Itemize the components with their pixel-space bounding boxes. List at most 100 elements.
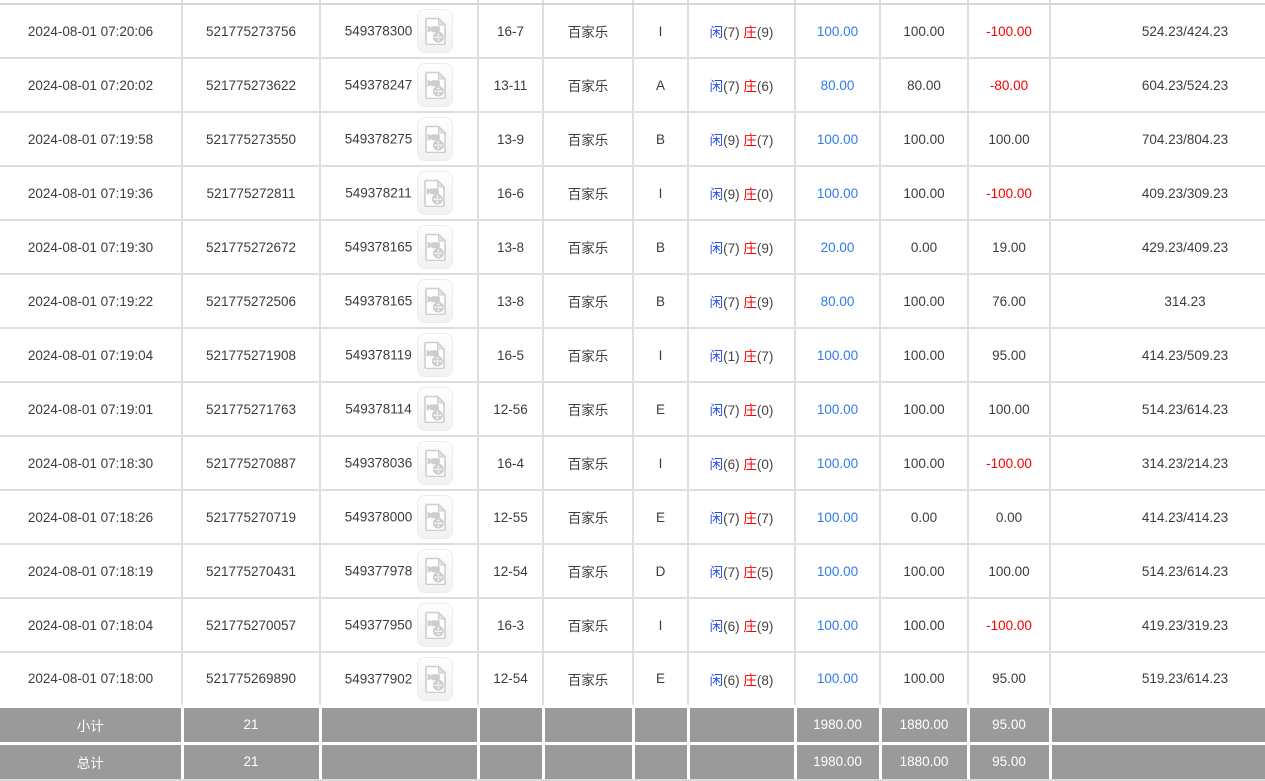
video-replay-button[interactable] — [417, 603, 454, 647]
bet-amount-link[interactable]: 100.00 — [816, 455, 859, 471]
bet-id-cell: 521775273756 — [181, 3, 321, 59]
bet-amount-link[interactable]: 100.00 — [816, 617, 859, 633]
game-id-cell: 549377902 — [319, 651, 479, 707]
bet-amount-link[interactable]: 100.00 — [816, 185, 859, 201]
bet-amount-link[interactable]: 20.00 — [820, 239, 855, 255]
time-cell: 2024-08-01 07:18:30 — [0, 435, 183, 491]
time-cell: 2024-08-01 07:18:26 — [0, 489, 183, 545]
player-result-score: (7) — [723, 25, 740, 40]
total-valid: 1880.00 — [878, 741, 970, 781]
video-replay-button[interactable] — [417, 656, 454, 701]
seat-cell: I — [632, 3, 689, 59]
result-cell: 闲(6) 庄(8) — [687, 651, 796, 707]
bet-amount-link[interactable]: 80.00 — [820, 293, 855, 309]
bet-amount-cell: 100.00 — [794, 435, 881, 491]
game-type-cell: 百家乐 — [542, 3, 634, 59]
bet-id-cell: 521775272811 — [181, 165, 321, 221]
bet-amount-link[interactable]: 80.00 — [820, 77, 855, 93]
winloss-cell: 0.00 — [967, 489, 1051, 545]
video-replay-button[interactable] — [416, 171, 453, 215]
banker-result-score: (8) — [756, 672, 774, 688]
bet-id-cell: 521775272506 — [181, 273, 321, 329]
valid-amount-cell: 100.00 — [879, 165, 969, 221]
time-cell: 2024-08-01 07:19:22 — [0, 273, 183, 329]
seat-cell: I — [632, 597, 689, 653]
video-replay-button[interactable] — [417, 63, 454, 107]
game-type-cell: 百家乐 — [542, 273, 634, 329]
bet-amount-link[interactable]: 100.00 — [816, 23, 859, 39]
game-id-cell: 549378300 — [319, 3, 479, 59]
game-id-cell: 549378165 — [319, 273, 479, 329]
table-no-cell: 16-7 — [477, 3, 544, 59]
game-id-value: 549377950 — [344, 617, 413, 633]
bet-id-cell: 521775271763 — [181, 381, 321, 437]
banker-result-label: 庄 — [743, 133, 757, 148]
table-no-cell: 13-9 — [477, 111, 544, 167]
video-file-icon — [424, 665, 446, 693]
banker-result-label: 庄 — [743, 457, 757, 472]
video-replay-button[interactable] — [417, 9, 454, 53]
balance-cell: 414.23/414.23 — [1049, 489, 1265, 545]
result-cell: 闲(1) 庄(7) — [687, 327, 796, 383]
time-cell: 2024-08-01 07:19:36 — [0, 165, 183, 221]
game-type-cell: 百家乐 — [542, 219, 634, 275]
clipped-previous-row — [0, 0, 1265, 5]
table-row: 2024-08-01 07:19:30 521775272672 5493781… — [0, 219, 1265, 275]
bet-amount-link[interactable]: 100.00 — [816, 509, 859, 525]
bet-amount-link[interactable]: 100.00 — [816, 563, 859, 579]
video-replay-button[interactable] — [417, 441, 454, 485]
video-file-icon — [424, 341, 446, 369]
video-file-icon — [424, 449, 446, 477]
player-result-label: 闲 — [709, 457, 724, 472]
player-result-score: (6) — [723, 619, 740, 634]
result-cell: 闲(7) 庄(9) — [687, 3, 796, 59]
game-id-value: 549377978 — [344, 563, 413, 579]
player-result-score: (9) — [723, 133, 740, 148]
valid-amount-cell: 100.00 — [879, 381, 969, 437]
table-no-cell: 16-5 — [477, 327, 544, 383]
player-result-label: 闲 — [709, 133, 724, 148]
player-result-score: (6) — [723, 457, 740, 472]
total-label: 总计 — [0, 741, 184, 781]
bet-amount-link[interactable]: 100.00 — [816, 347, 859, 363]
table-row: 2024-08-01 07:18:04 521775270057 5493779… — [0, 597, 1265, 653]
balance-cell: 604.23/524.23 — [1049, 57, 1265, 113]
time-cell: 2024-08-01 07:19:30 — [0, 219, 183, 275]
video-replay-button[interactable] — [417, 495, 454, 539]
subtotal-winloss: 95.00 — [966, 704, 1052, 745]
game-id-value: 549378000 — [344, 509, 413, 525]
player-result-score: (7) — [723, 241, 740, 256]
banker-result-label: 庄 — [743, 241, 757, 256]
balance-cell: 514.23/614.23 — [1049, 381, 1265, 437]
game-id-value: 549377902 — [344, 671, 413, 687]
game-type-cell: 百家乐 — [542, 165, 634, 221]
player-result-label: 闲 — [709, 672, 724, 688]
video-file-icon — [424, 287, 446, 315]
balance-cell: 314.23 — [1049, 273, 1265, 329]
bet-amount-link[interactable]: 100.00 — [816, 671, 859, 687]
bet-amount-link[interactable]: 100.00 — [816, 401, 859, 417]
video-replay-button[interactable] — [417, 279, 454, 323]
table-no-cell: 12-54 — [477, 543, 544, 599]
game-id-value: 549378165 — [344, 239, 413, 255]
player-result-score: (6) — [723, 672, 740, 688]
valid-amount-cell: 0.00 — [879, 489, 969, 545]
video-replay-button[interactable] — [417, 225, 454, 269]
game-id-cell: 549377950 — [319, 597, 479, 653]
video-replay-button[interactable] — [416, 333, 453, 377]
valid-amount-cell: 80.00 — [879, 57, 969, 113]
table-no-cell: 12-54 — [477, 651, 544, 707]
bet-amount-link[interactable]: 100.00 — [816, 131, 859, 147]
video-file-icon — [424, 125, 446, 153]
table-no-cell: 12-55 — [477, 489, 544, 545]
banker-result-label: 庄 — [743, 349, 757, 364]
video-replay-button[interactable] — [416, 387, 453, 431]
video-replay-button[interactable] — [417, 117, 454, 161]
game-id-value: 549378119 — [345, 347, 412, 363]
winloss-cell: 76.00 — [967, 273, 1051, 329]
winloss-cell: 95.00 — [967, 651, 1051, 707]
table-row: 2024-08-01 07:18:30 521775270887 5493780… — [0, 435, 1265, 491]
game-id-value: 549378300 — [344, 23, 413, 39]
video-replay-button[interactable] — [417, 549, 454, 593]
